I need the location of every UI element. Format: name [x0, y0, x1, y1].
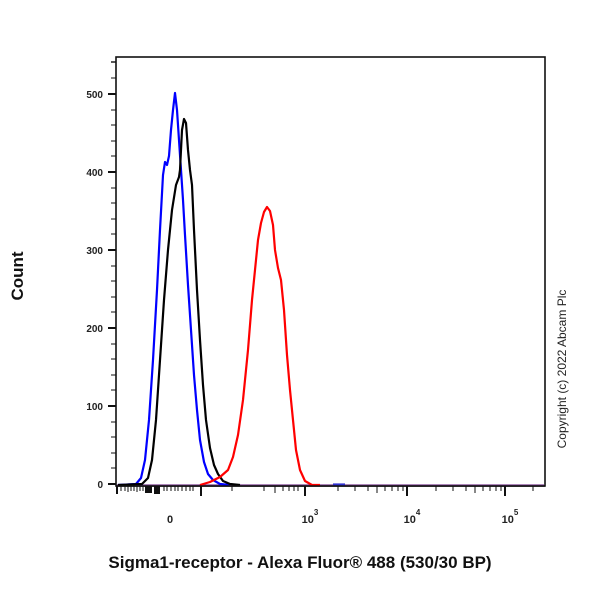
x-tick-labels: 0 103 104 105 [167, 508, 519, 526]
x-axis-label: Sigma1-receptor - Alexa Fluor® 488 (530/… [108, 553, 492, 572]
y-axis-label: Count [6, 236, 30, 316]
series-sigma1-red [199, 205, 320, 487]
y-axis-label-text: Count [8, 251, 27, 301]
copyright-notice: Copyright (c) 2022 Abcam Plc [553, 244, 571, 494]
plot-frame [115, 56, 546, 487]
y-tick-500: 500 [86, 90, 103, 101]
series-isotype-black [117, 117, 241, 487]
copyright-text: Copyright (c) 2022 Abcam Plc [555, 289, 569, 449]
y-tick-400: 400 [86, 168, 103, 179]
x-tick-0: 0 [167, 514, 173, 526]
x-tick-1e3: 103 [302, 508, 319, 526]
y-tick-labels: 0 100 200 300 400 500 [86, 90, 103, 491]
x-tick-1e5: 105 [502, 508, 519, 526]
x-tick-1e4: 104 [404, 508, 421, 526]
y-tick-200: 200 [86, 324, 103, 335]
series-unstained-blue [117, 91, 231, 487]
y-tick-300: 300 [86, 246, 103, 257]
y-tick-0: 0 [97, 480, 103, 491]
x-axis [116, 486, 534, 496]
y-tick-100: 100 [86, 402, 103, 413]
y-axis [108, 61, 116, 485]
